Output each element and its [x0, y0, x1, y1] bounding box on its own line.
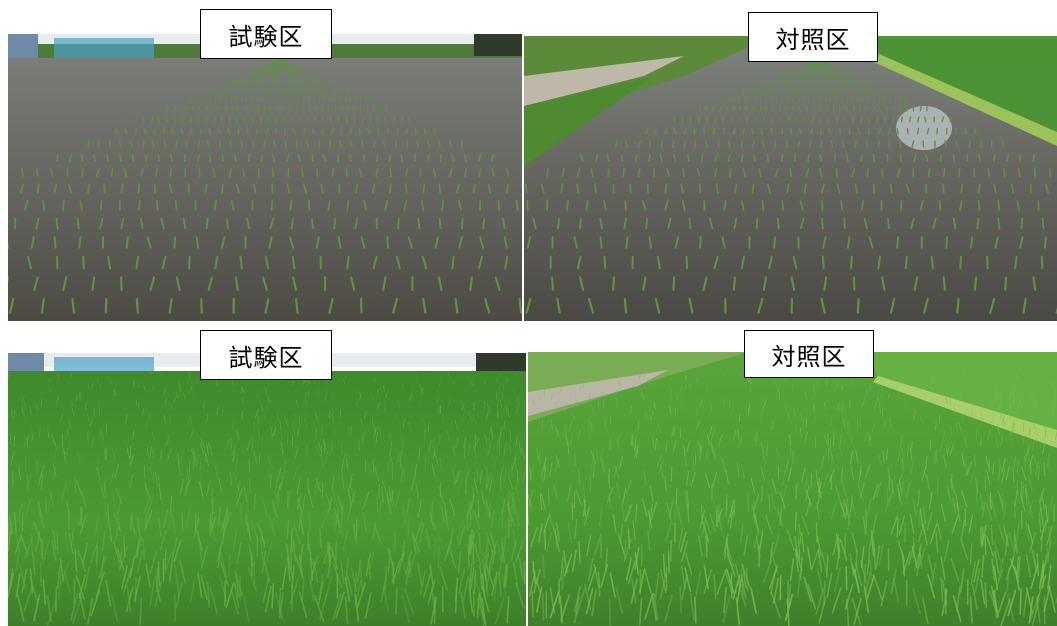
panel-label: 試験区 [200, 9, 332, 59]
seedling-rows [524, 59, 1057, 314]
flooded-paddy-image [8, 34, 522, 321]
panel-label: 対照区 [748, 12, 878, 62]
photo-control-plot-late [528, 352, 1057, 626]
grown-paddy-image [8, 353, 526, 626]
rice-blades [528, 367, 1057, 626]
photo-test-plot-early [8, 34, 522, 321]
photo-control-plot-early [524, 36, 1057, 321]
panel-label: 試験区 [200, 330, 332, 380]
grown-paddy-image [528, 352, 1057, 626]
seedling-rows [8, 59, 522, 314]
photo-test-plot-late [8, 353, 526, 626]
panel-label: 対照区 [744, 330, 874, 378]
rice-blades [8, 369, 526, 626]
flooded-paddy-image [524, 36, 1057, 321]
